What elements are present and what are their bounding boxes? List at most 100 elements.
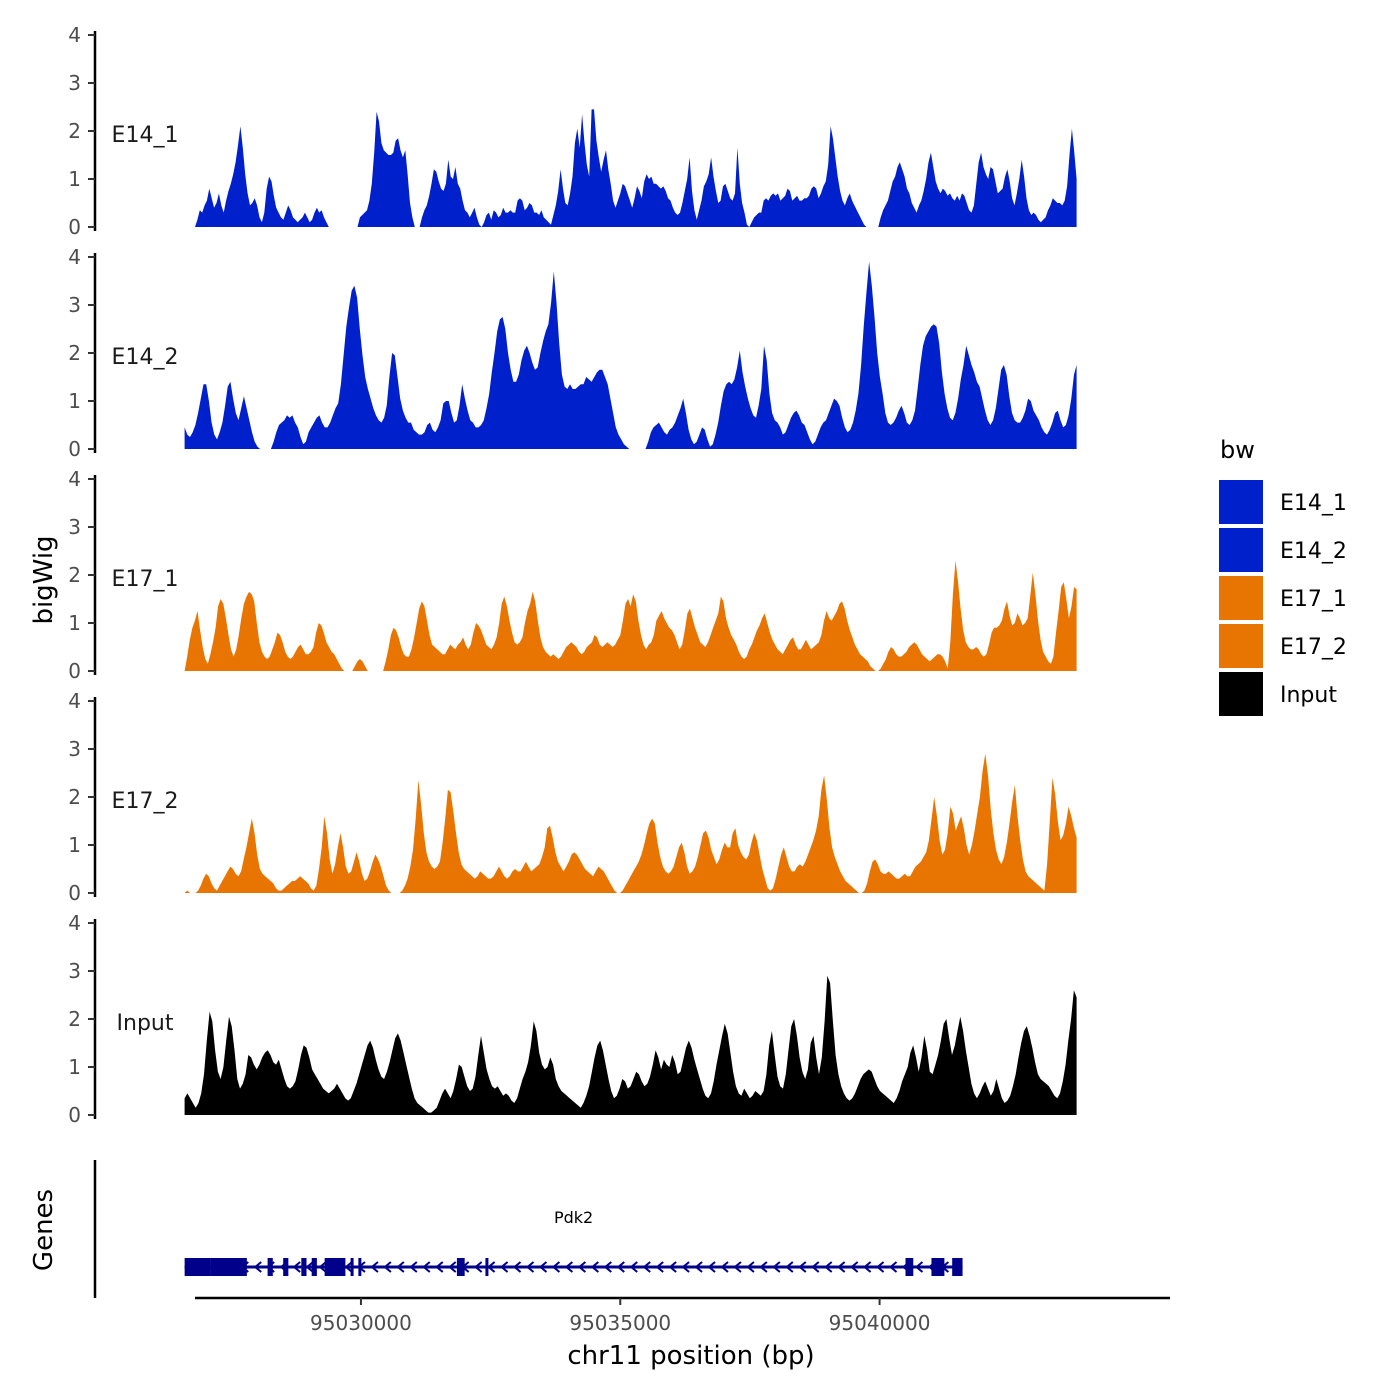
legend-title: bw xyxy=(1220,436,1255,464)
legend-key-e14-1 xyxy=(1219,480,1263,524)
strand-arrow xyxy=(850,1261,859,1273)
track-input: 0 1 2 3 4 Input xyxy=(68,911,1077,1127)
exon xyxy=(324,1258,346,1276)
legend-label: E14_1 xyxy=(1280,491,1347,516)
y-tick-label: 3 xyxy=(68,959,81,983)
exon xyxy=(301,1258,307,1276)
strand-arrow xyxy=(616,1261,625,1273)
x-axis-title: chr11 position (bp) xyxy=(567,1341,814,1371)
strand-arrow xyxy=(305,1261,314,1273)
legend-label: E17_2 xyxy=(1280,635,1347,660)
strand-arrow xyxy=(720,1261,729,1273)
strand-arrow xyxy=(655,1261,664,1273)
strand-arrow xyxy=(590,1261,599,1273)
y-tick-label: 2 xyxy=(68,785,81,809)
strand-arrow xyxy=(824,1261,833,1273)
y-tick-label: 4 xyxy=(68,689,81,713)
strand-arrow xyxy=(551,1261,561,1273)
strand-arrow xyxy=(577,1261,587,1273)
exon xyxy=(905,1258,914,1276)
legend-key-e14-2 xyxy=(1219,528,1263,572)
strand-arrow xyxy=(370,1261,379,1273)
exon xyxy=(358,1258,362,1276)
y-axis-title: bigWig xyxy=(29,535,59,624)
y-tick-label: 4 xyxy=(68,245,81,269)
track-label: Input xyxy=(117,1011,174,1036)
track-label: E14_2 xyxy=(112,345,179,370)
strand-arrow xyxy=(500,1261,509,1273)
strand-arrow xyxy=(448,1261,457,1273)
y-tick-label: 0 xyxy=(68,437,81,461)
strand-arrow xyxy=(694,1261,703,1273)
exon xyxy=(931,1258,945,1276)
exon xyxy=(350,1258,354,1276)
exon xyxy=(210,1258,247,1276)
strand-arrow xyxy=(811,1261,820,1273)
strand-arrow xyxy=(746,1261,755,1273)
y-tick-label: 4 xyxy=(68,911,81,935)
strand-arrow xyxy=(876,1261,885,1273)
signal-tracks: 0 1 2 3 4 E14_1 0 1 2 3 4 E14_2 0 1 2 3 4 E17_1 0 1 2 3 4 E17_2… xyxy=(68,23,1077,1127)
genes-track-title: Genes xyxy=(29,1189,59,1271)
strand-arrow xyxy=(629,1261,638,1273)
exon xyxy=(485,1258,489,1276)
track-e14-1: 0 1 2 3 4 E14_1 xyxy=(68,23,1077,239)
track-label: E14_1 xyxy=(112,123,179,148)
y-tick-label: 3 xyxy=(68,737,81,761)
y-tick-label: 0 xyxy=(68,659,81,683)
strand-arrow xyxy=(318,1261,327,1273)
track-label: E17_1 xyxy=(112,567,179,592)
y-tick-label: 2 xyxy=(68,341,81,365)
y-tick-label: 4 xyxy=(68,467,81,491)
gene-name-label: Pdk2 xyxy=(554,1208,593,1227)
legend-label: E17_1 xyxy=(1280,587,1347,612)
strand-arrow xyxy=(914,1261,924,1273)
strand-arrow xyxy=(564,1261,574,1273)
track-label: E17_2 xyxy=(112,789,179,814)
y-tick-label: 1 xyxy=(68,611,81,635)
y-tick-label: 1 xyxy=(68,833,81,857)
y-tick-label: 1 xyxy=(68,1055,81,1079)
strand-arrow xyxy=(863,1261,872,1273)
strand-arrow xyxy=(837,1261,846,1273)
signal-area xyxy=(184,560,1077,671)
y-tick-label: 3 xyxy=(68,293,81,317)
y-tick-label: 1 xyxy=(68,167,81,191)
legend-label: Input xyxy=(1280,683,1337,708)
strand-arrow xyxy=(668,1261,677,1273)
strand-arrow xyxy=(888,1261,898,1273)
exon xyxy=(311,1258,317,1276)
strand-arrow xyxy=(733,1261,742,1273)
track-e17-1: 0 1 2 3 4 E17_1 xyxy=(68,467,1077,683)
strand-arrow xyxy=(487,1261,496,1273)
strand-arrow xyxy=(512,1261,522,1273)
strand-arrow xyxy=(642,1261,651,1273)
strand-arrow xyxy=(707,1261,716,1273)
y-tick-label: 1 xyxy=(68,389,81,413)
x-axis: 95030000 95035000 95040000 xyxy=(195,1296,1170,1335)
y-tick-label: 2 xyxy=(68,119,81,143)
strand-arrow xyxy=(538,1261,548,1273)
strand-arrow xyxy=(525,1261,535,1273)
track-e14-2: 0 1 2 3 4 E14_2 xyxy=(68,245,1077,461)
y-tick-label: 0 xyxy=(68,1103,81,1127)
strand-arrow xyxy=(681,1261,690,1273)
track-e17-2: 0 1 2 3 4 E17_2 xyxy=(68,689,1077,905)
gene-track: Pdk2 xyxy=(93,1160,963,1298)
y-tick-label: 3 xyxy=(68,71,81,95)
strand-arrow xyxy=(435,1261,444,1273)
y-tick-label: 2 xyxy=(68,563,81,587)
strand-arrow xyxy=(383,1261,392,1273)
strand-arrow xyxy=(292,1261,301,1273)
x-tick-label: 95040000 xyxy=(829,1311,931,1335)
strand-arrow xyxy=(422,1261,431,1273)
x-tick-label: 95035000 xyxy=(569,1311,671,1335)
legend-key-input xyxy=(1219,672,1263,716)
legend-key-e17-2 xyxy=(1219,624,1263,668)
strand-arrow xyxy=(344,1261,353,1273)
strand-arrow xyxy=(474,1261,483,1273)
strand-arrow xyxy=(759,1261,768,1273)
legend-key-e17-1 xyxy=(1219,576,1263,620)
strand-arrow xyxy=(253,1261,262,1273)
